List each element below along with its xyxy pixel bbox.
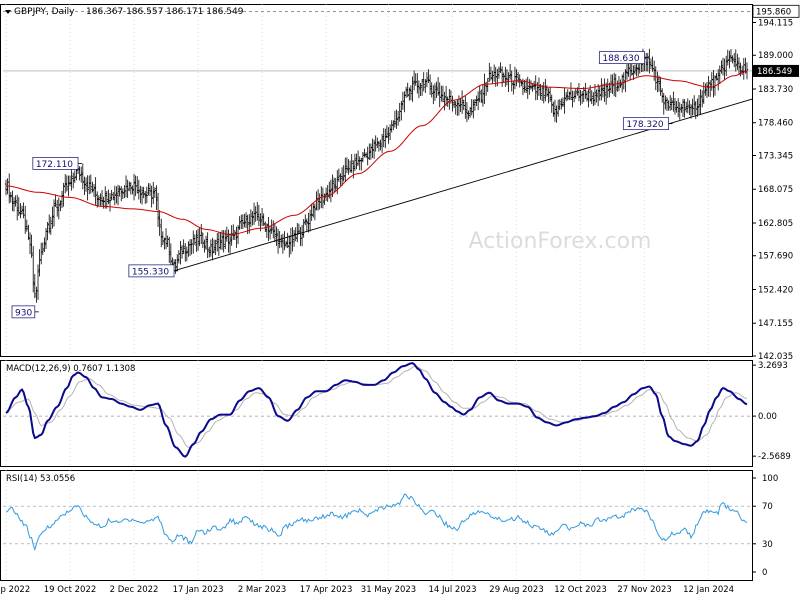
rsi-axis-tick-label: 30 bbox=[762, 540, 773, 550]
last-price-label: 186.549 bbox=[757, 67, 792, 77]
symbol-dropdown-icon[interactable] bbox=[5, 10, 11, 14]
price-axis-tick-label: 152.420 bbox=[758, 285, 793, 295]
date-axis-label: 5 Sep 2022 bbox=[0, 585, 30, 595]
date-axis-label: 12 Jan 2024 bbox=[683, 585, 734, 595]
price-annotation-label: 188.630 bbox=[602, 54, 639, 64]
date-axis-label: 12 Oct 2023 bbox=[554, 585, 607, 595]
price-axis-tick-label: 147.155 bbox=[758, 319, 793, 329]
price-annotation-label: 155.330 bbox=[132, 267, 169, 277]
rsi-panel: RSI(14) 53.0556 bbox=[3, 474, 752, 552]
price-axis-tick-label: 189.000 bbox=[758, 51, 793, 61]
price-axis-tick-label: 157.690 bbox=[758, 252, 793, 262]
rsi-axis-tick-label: 70 bbox=[762, 502, 773, 512]
date-axis-label: 31 May 2023 bbox=[361, 585, 416, 595]
macd-axis-tick-label: -2.5689 bbox=[758, 452, 791, 462]
price-axis-tick-label: 142.035 bbox=[758, 352, 793, 362]
price-axis-tick-label: 162.805 bbox=[758, 219, 793, 229]
last-price-tag bbox=[753, 64, 799, 77]
watermark: ActionForex.com bbox=[469, 229, 652, 254]
price-axis-tick-label: 173.345 bbox=[758, 151, 793, 161]
high-price-tag bbox=[752, 4, 800, 18]
date-axis-label: 29 Aug 2023 bbox=[489, 585, 543, 595]
macd-axis-tick-label: 0.00 bbox=[758, 412, 777, 422]
rsi-header: RSI(14) 53.0556 bbox=[6, 474, 75, 484]
date-axis-label: 27 Nov 2023 bbox=[617, 585, 671, 595]
date-axis-label: 14 Jul 2023 bbox=[428, 585, 476, 595]
date-axis-label: 17 Apr 2023 bbox=[300, 585, 353, 595]
macd-axis-tick-label: 3.2693 bbox=[758, 361, 788, 371]
moving-average-line bbox=[6, 70, 748, 235]
price-axis-tick-label: 168.075 bbox=[758, 185, 793, 195]
rsi-axis-tick-label: 100 bbox=[762, 474, 778, 484]
price-frame bbox=[0, 4, 753, 357]
date-axis-label: 19 Oct 2022 bbox=[44, 585, 97, 595]
panel-frames bbox=[0, 4, 753, 581]
ohlc-values: 186.367 186.557 186.171 186.549 bbox=[86, 7, 244, 17]
price-panel: 172.110 155.330 930 188.630 178.320 bbox=[3, 10, 754, 318]
date-axis-label: 2 Dec 2022 bbox=[110, 585, 159, 595]
symbol-label: GBPJPY, Daily bbox=[14, 7, 75, 17]
high-price-label: 195.860 bbox=[756, 7, 791, 17]
date-axis-label: 17 Jan 2023 bbox=[173, 585, 224, 595]
price-axis-tick-label: 178.460 bbox=[758, 119, 793, 129]
rsi-axis-tick-label: 0 bbox=[762, 568, 767, 578]
macd-panel: MACD(12,26,9) 0.7607 1.1308 bbox=[3, 362, 752, 458]
macd-frame bbox=[0, 360, 753, 467]
price-annotation-label: 930 bbox=[15, 308, 32, 318]
rsi-frame bbox=[0, 470, 753, 581]
price-axis-tick-label: 194.115 bbox=[758, 18, 793, 28]
date-axis-label: 2 Mar 2023 bbox=[238, 585, 286, 595]
price-annotation-label: 172.110 bbox=[36, 160, 73, 170]
chart-header: GBPJPY, Daily 186.367 186.557 186.171 18… bbox=[5, 7, 244, 17]
rsi-line bbox=[5, 493, 748, 552]
price-axis-tick-label: 183.730 bbox=[758, 85, 793, 95]
macd-header: MACD(12,26,9) 0.7607 1.1308 bbox=[6, 364, 135, 374]
macd-line bbox=[5, 362, 748, 458]
macd-signal-line bbox=[5, 365, 748, 448]
axes: 194.115 189.000 183.730 178.460 173.345 168.0… bbox=[0, 4, 800, 595]
price-annotation-label: 178.320 bbox=[626, 120, 663, 130]
